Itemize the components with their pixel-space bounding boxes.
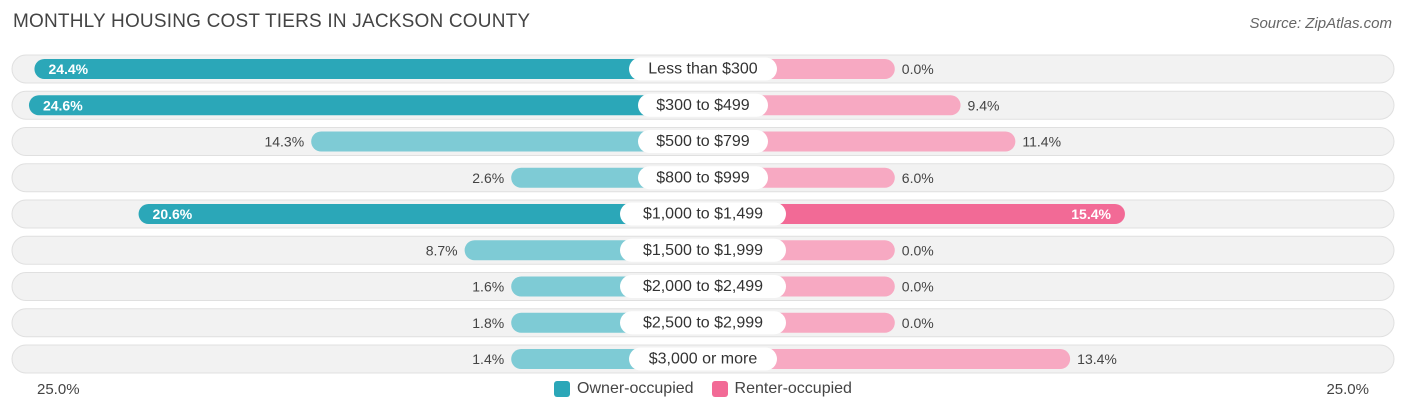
category-pill xyxy=(638,166,768,190)
renter-value-label: 0.0% xyxy=(902,61,934,77)
owner-bar xyxy=(34,59,703,79)
category-label: $2,500 to $2,999 xyxy=(643,314,763,331)
owner-bar xyxy=(311,131,703,152)
owner-value-label: 1.4% xyxy=(472,351,504,367)
chart-title: MONTHLY HOUSING COST TIERS IN JACKSON CO… xyxy=(13,11,531,32)
category-label: $300 to $499 xyxy=(656,97,750,114)
owner-value-label: 8.7% xyxy=(426,242,458,258)
legend-swatch-renter xyxy=(711,381,728,397)
renter-value-label: 0.0% xyxy=(902,315,934,331)
category-pill xyxy=(620,275,786,298)
legend-label-owner: Owner-occupied xyxy=(577,380,694,397)
renter-value-label: 0.0% xyxy=(902,242,934,258)
category-pill xyxy=(620,238,786,262)
renter-value-label: 0.0% xyxy=(902,279,934,295)
legend-item-renter: Renter-occupied xyxy=(711,380,852,398)
renter-value-label: 6.0% xyxy=(902,170,934,186)
owner-value-label: 2.6% xyxy=(472,170,504,186)
renter-value-label: 13.4% xyxy=(1077,351,1117,367)
axis-label-right: 25.0% xyxy=(1326,381,1369,398)
chart-svg: 24.4% 0.0% Less than $300 24.6% 9.4% $300 to … xyxy=(11,54,1395,374)
owner-bar xyxy=(28,95,703,116)
category-pill xyxy=(620,311,786,335)
owner-value-label: 1.6% xyxy=(472,279,504,295)
category-label: $3,000 or more xyxy=(649,351,758,368)
category-pill xyxy=(638,93,768,117)
owner-value-label: 14.3% xyxy=(264,134,304,150)
category-label: $500 to $799 xyxy=(656,133,750,150)
source-label: Source: ZipAtlas.com xyxy=(1249,15,1392,32)
legend-item-owner: Owner-occupied xyxy=(554,380,694,398)
category-label: $800 to $999 xyxy=(656,169,750,186)
legend-label-renter: Renter-occupied xyxy=(734,380,852,397)
legend: Owner-occupied Renter-occupied xyxy=(0,380,1406,398)
category-pill xyxy=(638,130,768,153)
owner-value-label: 20.6% xyxy=(153,206,193,222)
category-label: Less than $300 xyxy=(648,61,758,78)
renter-bar xyxy=(703,95,961,116)
renter-value-label: 9.4% xyxy=(968,97,1000,113)
renter-bar xyxy=(703,131,1016,152)
owner-value-label: 1.8% xyxy=(472,315,504,331)
owner-value-label: 24.4% xyxy=(48,61,88,77)
category-label: $1,000 to $1,499 xyxy=(643,206,763,223)
category-pill xyxy=(620,202,786,226)
renter-value-label: 11.4% xyxy=(1022,134,1061,150)
category-label: $1,500 to $1,999 xyxy=(643,242,763,259)
axis-label-left: 25.0% xyxy=(37,381,80,398)
category-pill xyxy=(629,57,777,81)
renter-bar xyxy=(703,349,1071,369)
category-pill xyxy=(629,347,777,371)
category-label: $2,000 to $2,499 xyxy=(643,278,763,295)
owner-value-label: 24.6% xyxy=(43,97,83,113)
renter-bar xyxy=(703,204,1125,224)
owner-bar xyxy=(138,204,703,224)
legend-swatch-owner xyxy=(554,381,571,397)
renter-value-label: 15.4% xyxy=(1071,206,1111,222)
